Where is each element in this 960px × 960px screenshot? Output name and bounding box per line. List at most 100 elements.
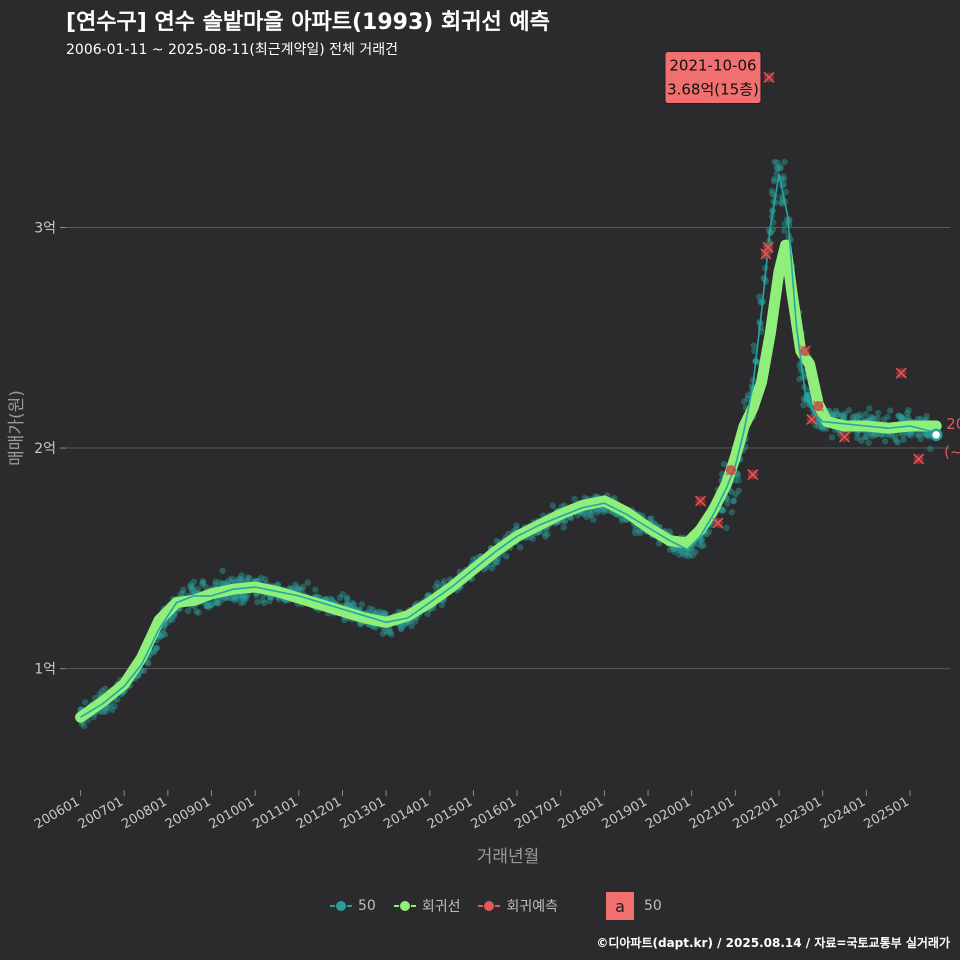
scatter-point [841,412,848,419]
scatter-point [187,581,194,588]
scatter-point [242,595,250,602]
scatter-point [898,415,905,422]
legend-item-forecast[interactable]: 회귀예측 [478,896,558,916]
scatter-point [676,551,683,558]
scatter-point [434,579,441,587]
scatter-point [82,699,89,706]
scatter-point [258,574,265,582]
scatter-point [732,491,739,498]
scatter-point [841,410,848,417]
scatter-point [900,436,907,443]
scatter-point [205,604,213,611]
scatter-point [780,176,788,183]
annotation-box [664,50,762,104]
scatter-point [830,411,837,419]
scatter-point [587,512,594,519]
scatter-point [881,438,889,445]
scatter-point [246,575,253,582]
scatter-point [213,599,220,606]
regression-line [75,239,942,723]
scatter-point [492,558,500,566]
scatter-point [194,586,202,593]
scatter-point [341,616,348,624]
scatter-point [440,578,448,585]
scatter-point [705,528,713,535]
scatter-point [872,431,880,439]
scatter-point [240,595,248,602]
scatter-point [203,602,210,610]
scatter-point [870,415,877,422]
scatter-point [376,608,384,616]
scatter-point [777,198,785,206]
scatter-point [778,200,786,207]
scatter-point [397,625,405,633]
scatter-point [503,553,510,560]
scatter-point [781,158,788,166]
scatter-point [904,409,911,417]
scatter-point [781,227,788,234]
scatter-point [868,413,875,421]
scatter-point [819,425,826,432]
legend-key-forecast [478,899,501,913]
scatter-point [381,610,389,617]
scatter-point [849,414,856,421]
scatter-point [408,622,415,630]
scatter-point [190,578,198,585]
scatter-point [215,600,222,607]
scatter-point [834,410,842,417]
scatter-point [815,423,823,430]
scatter-point [655,540,663,547]
scatter-point [682,552,689,559]
scatter-point [679,550,686,557]
scatter-point [312,586,319,593]
scatter-point [756,293,763,300]
scatter-point [916,432,923,439]
scatter-point [238,572,245,579]
scatter-point [923,413,930,420]
scatter-point [529,535,536,542]
scatter-point [189,586,196,593]
scatter-point [670,545,678,552]
scatter-point [734,472,742,479]
scatter-point [200,579,207,586]
scatter-point [253,592,260,599]
scatter-point [730,497,737,504]
legend-key-points [330,899,352,913]
scatter-point [884,413,891,421]
scatter-point [398,625,405,632]
latest-value-label: 20,603 [946,415,960,433]
scatter-point [254,598,261,606]
scatter-point [692,548,699,556]
x-tick-label: 201401 [381,794,431,832]
scatter-point [488,564,496,572]
legend-label-points: 50 [358,898,376,914]
legend-item-points[interactable]: 50 [330,898,376,914]
scatter-point [796,375,803,383]
scatter-point [294,584,301,591]
x-tick-label: 201701 [512,794,562,832]
scatter-point [219,567,226,574]
scatter-point [724,500,731,507]
scatter-point [212,578,219,585]
scatter-point [887,407,894,414]
scatter-point [542,533,549,540]
scatter-point [904,414,911,421]
legend-label-regression: 회귀선 [421,899,461,915]
scatter-point [219,596,226,603]
legend-item-regression[interactable]: 회귀선 [393,896,461,916]
scatter-point [699,536,706,544]
scatter-point [145,660,152,667]
scatter-point [895,412,902,420]
chart-subtitle: 2006-01-11 ~ 2025-08-11(최근계약일) 전체 거래건 [66,42,398,58]
scatter-point [187,583,194,590]
x-tick-label: 202401 [818,794,868,832]
scatter-point [242,593,249,600]
scatter-point [211,599,219,606]
scatter-point [781,221,788,228]
scatter-point [358,601,366,608]
x-tick-label: 201001 [207,794,257,832]
scatter-point [193,608,200,615]
x-tick-label: 200601 [32,794,82,832]
scatter-point [587,510,594,518]
scatter-point [231,597,239,604]
